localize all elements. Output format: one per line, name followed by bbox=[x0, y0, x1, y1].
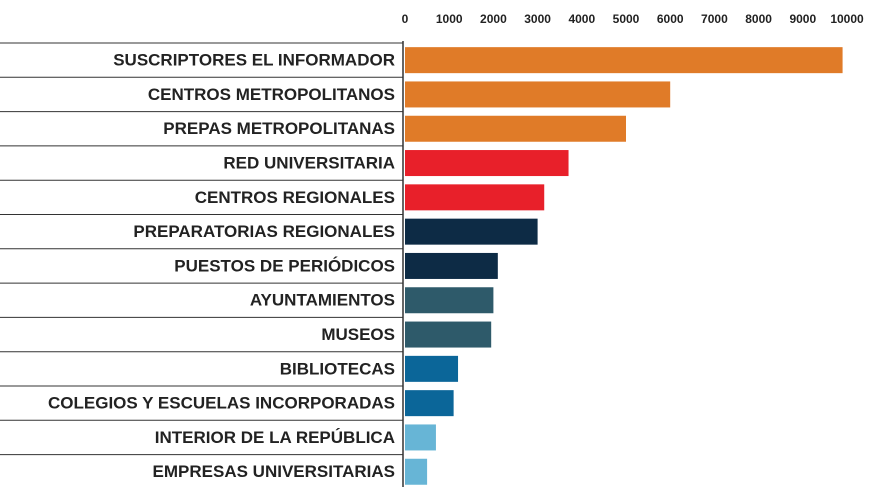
category-label: BIBLIOTECAS bbox=[280, 359, 395, 378]
bar bbox=[405, 184, 545, 211]
category-label: EMPRESAS UNIVERSITARIAS bbox=[153, 462, 395, 481]
category-label: PREPAS METROPOLITANAS bbox=[163, 119, 395, 138]
bar bbox=[405, 458, 428, 485]
category-label: CENTROS REGIONALES bbox=[195, 188, 395, 207]
category-label: CENTROS METROPOLITANOS bbox=[148, 85, 395, 104]
x-tick-label: 6000 bbox=[657, 12, 684, 26]
x-tick-label: 8000 bbox=[745, 12, 772, 26]
x-tick-label: 1000 bbox=[436, 12, 463, 26]
bar bbox=[405, 81, 671, 108]
category-label: SUSCRIPTORES EL INFORMADOR bbox=[113, 51, 395, 70]
bar bbox=[405, 150, 569, 177]
category-label: AYUNTAMIENTOS bbox=[250, 291, 395, 310]
x-tick-label: 9000 bbox=[789, 12, 816, 26]
bar bbox=[405, 47, 843, 74]
bar bbox=[405, 321, 492, 348]
x-tick-label: 5000 bbox=[613, 12, 640, 26]
bar bbox=[405, 355, 459, 382]
category-label: RED UNIVERSITARIA bbox=[223, 154, 395, 173]
bar bbox=[405, 115, 626, 142]
x-tick-label: 3000 bbox=[524, 12, 551, 26]
category-label: MUSEOS bbox=[321, 325, 395, 344]
category-label: PUESTOS DE PERIÓDICOS bbox=[174, 256, 395, 275]
category-label: COLEGIOS Y ESCUELAS INCORPORADAS bbox=[48, 394, 395, 413]
bar bbox=[405, 287, 494, 314]
x-tick-label: 7000 bbox=[701, 12, 728, 26]
bar bbox=[405, 218, 538, 245]
x-tick-label: 2000 bbox=[480, 12, 507, 26]
category-label: PREPARATORIAS REGIONALES bbox=[133, 222, 395, 241]
x-tick-label: 0 bbox=[402, 12, 409, 26]
bar bbox=[405, 252, 498, 279]
bar bbox=[405, 390, 454, 417]
bar bbox=[405, 424, 436, 451]
category-label: INTERIOR DE LA REPÚBLICA bbox=[155, 428, 395, 447]
x-tick-label: 10000 bbox=[830, 12, 864, 26]
x-tick-label: 4000 bbox=[568, 12, 595, 26]
